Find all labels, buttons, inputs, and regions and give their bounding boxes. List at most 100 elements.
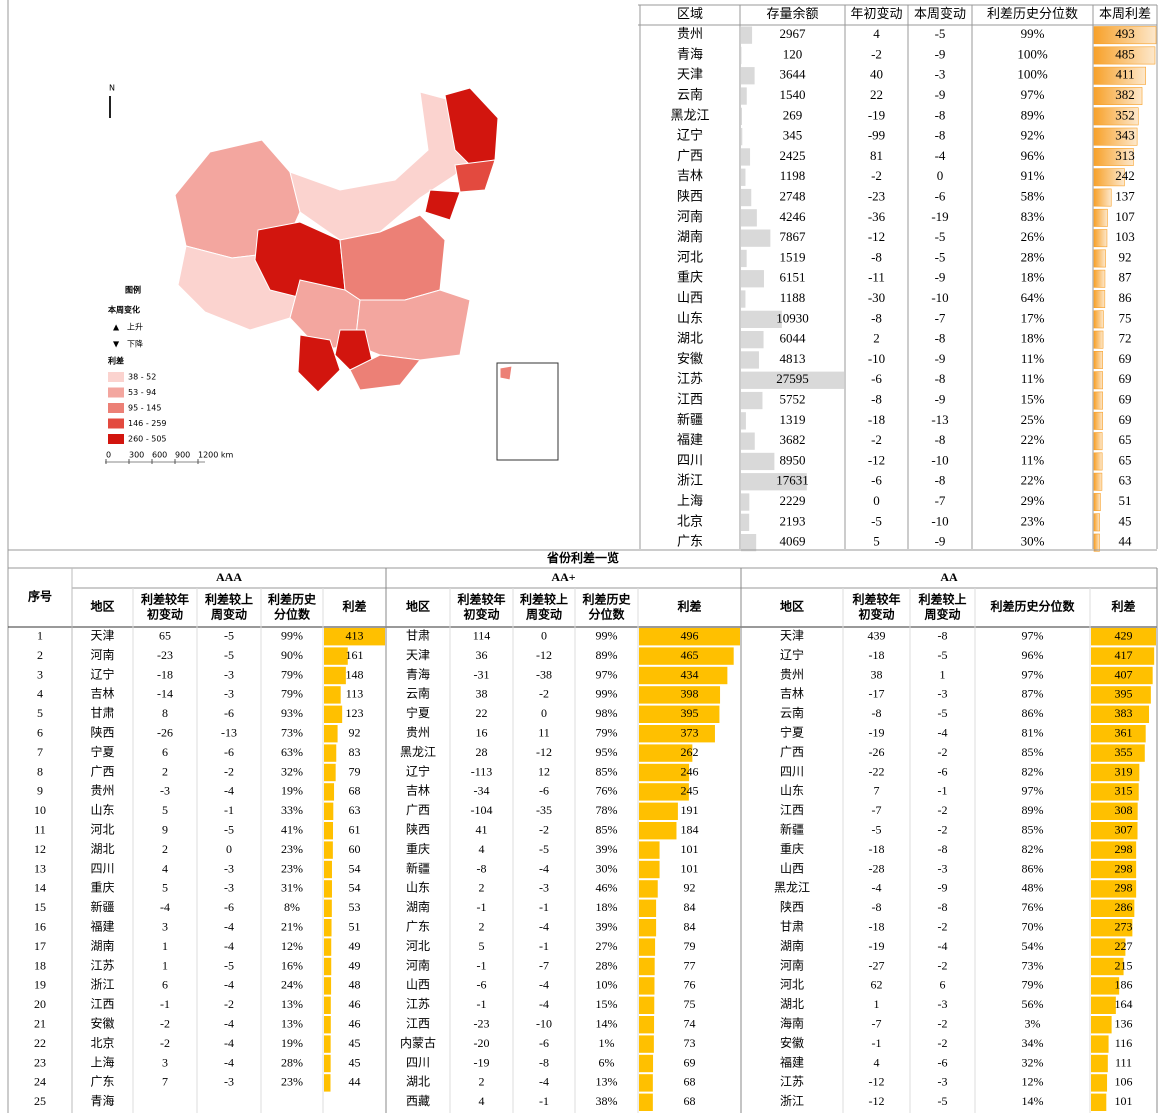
data-bar — [324, 977, 332, 995]
scale-label: 300 — [129, 451, 144, 460]
cell: 北京 — [90, 1036, 114, 1050]
cell: 86% — [1022, 861, 1044, 875]
cell: 22% — [1021, 473, 1045, 488]
cell: -1 — [872, 1036, 882, 1050]
cell: 湖南 — [90, 938, 114, 953]
cell: 天津 — [90, 628, 114, 642]
row-index: 8 — [37, 764, 43, 778]
group-header: AA+ — [551, 570, 575, 584]
row-index: 4 — [37, 687, 43, 701]
cell: 安徽 — [677, 351, 703, 366]
cell: 贵州 — [780, 667, 804, 681]
data-bar — [1091, 1016, 1112, 1034]
cell: 辽宁 — [406, 763, 430, 778]
cell: 5 — [162, 803, 168, 817]
row-index: 13 — [34, 861, 46, 875]
cell: 40 — [870, 67, 883, 82]
cell: 15% — [596, 997, 618, 1011]
cell: -14 — [157, 687, 173, 701]
column-header: 地区 — [90, 598, 114, 613]
legend-label: 38 - 52 — [128, 373, 156, 382]
cell: 395 — [1115, 687, 1133, 701]
cell: 云南 — [780, 705, 804, 720]
cell: 河北 — [90, 822, 114, 836]
cell: 2967 — [780, 26, 807, 41]
cell: -18 — [869, 919, 885, 933]
cell: 62 — [871, 978, 883, 992]
data-bar — [1093, 391, 1103, 410]
cell: 河南 — [677, 209, 703, 224]
cell: 2 — [479, 919, 485, 933]
row-index: 15 — [34, 900, 46, 914]
cell: -12 — [869, 1094, 885, 1108]
row-index: 19 — [34, 978, 46, 992]
cell: 103 — [1115, 229, 1135, 244]
cell: 广西 — [780, 745, 804, 759]
cell: -5 — [938, 706, 948, 720]
cell: 68 — [684, 1094, 696, 1108]
legend-label: 146 - 259 — [128, 419, 167, 428]
data-bar — [1091, 763, 1140, 782]
cell: 11 — [538, 725, 550, 739]
data-bar — [1093, 229, 1108, 248]
data-bar — [639, 841, 660, 859]
row-index: 12 — [34, 842, 46, 856]
cell: 186 — [1115, 978, 1133, 992]
cell: -113 — [471, 764, 493, 778]
cell: -3 — [224, 687, 234, 701]
cell: 101 — [681, 861, 699, 875]
legend-label: 53 - 94 — [128, 388, 156, 397]
data-bar — [324, 938, 332, 956]
cell: -2 — [938, 803, 948, 817]
cell: -4 — [224, 1016, 234, 1030]
data-bar — [741, 107, 743, 125]
row-index: 21 — [34, 1016, 46, 1030]
cell: 22 — [476, 706, 488, 720]
data-bar — [324, 725, 338, 743]
cell: 河南 — [90, 647, 114, 662]
map — [174, 87, 559, 461]
row-index: 1 — [37, 628, 43, 642]
cell: 安徽 — [90, 1015, 114, 1030]
cell: 61 — [349, 822, 361, 836]
cell: 86 — [1119, 290, 1133, 305]
cell: 84 — [684, 919, 696, 933]
cell: 69 — [1119, 412, 1132, 427]
cell: -1 — [477, 958, 487, 972]
data-bar — [324, 822, 334, 840]
cell: 吉林 — [90, 687, 114, 701]
data-bar — [741, 229, 771, 247]
cell: -34 — [474, 784, 490, 798]
cell: -6 — [938, 764, 948, 778]
cell: 重庆 — [406, 842, 430, 856]
cell: 107 — [1115, 209, 1135, 224]
cell: 青海 — [406, 666, 430, 681]
legend-subtitle: 利差 — [107, 356, 124, 366]
cell: 1% — [599, 1036, 615, 1050]
cell: 82% — [1022, 764, 1044, 778]
cell: -6 — [224, 900, 234, 914]
cell: 广西 — [90, 764, 114, 778]
cell: 甘肃 — [406, 628, 430, 642]
cell: 1198 — [780, 168, 806, 183]
cell: 269 — [783, 107, 803, 122]
column-header: 利差较年初变动 — [457, 591, 505, 621]
cell: -18 — [869, 648, 885, 662]
cell: 65 — [1119, 432, 1132, 447]
cell: 6 — [940, 978, 946, 992]
scale-label: 0 — [106, 451, 111, 460]
data-bar — [639, 1016, 655, 1034]
cell: 29% — [1021, 493, 1045, 508]
cell: 58% — [1021, 189, 1045, 204]
scale-label: 600 — [152, 451, 167, 460]
cell: 江苏 — [677, 371, 703, 386]
cell: 8% — [284, 900, 300, 914]
cell: 106 — [1115, 1075, 1133, 1089]
cell: 69 — [684, 1055, 696, 1069]
cell: 山东 — [90, 803, 114, 817]
cell: 123 — [346, 706, 364, 720]
cell: -18 — [869, 842, 885, 856]
column-header: 存量余额 — [766, 6, 818, 21]
cell: -38 — [536, 667, 552, 681]
cell: -2 — [539, 687, 549, 701]
